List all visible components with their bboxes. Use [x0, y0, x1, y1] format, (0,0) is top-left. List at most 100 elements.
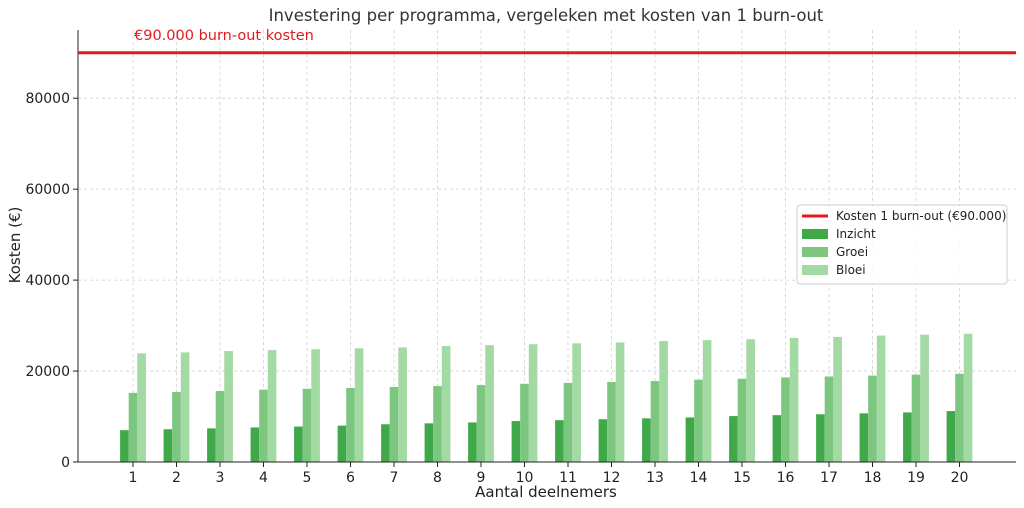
bar-bloei [137, 353, 146, 462]
x-tick-label: 1 [129, 470, 138, 486]
bar-inzicht [163, 429, 173, 462]
bar-groei [737, 378, 747, 462]
bar-groei [563, 382, 573, 462]
x-tick-label: 17 [820, 470, 838, 486]
bar-inzicht [337, 425, 347, 462]
x-tick-label: 18 [864, 470, 882, 486]
legend-swatch-bloei [802, 265, 828, 275]
bar-bloei [920, 334, 929, 462]
bar-inzicht [903, 412, 912, 462]
bar-groei [607, 381, 616, 462]
bar-groei [955, 373, 964, 462]
bar-inzicht [859, 413, 869, 462]
bar-bloei [833, 336, 842, 462]
x-tick-label: 11 [559, 470, 577, 486]
reference-line-annotation: €90.000 burn-out kosten [134, 28, 314, 44]
bar-bloei [267, 350, 277, 462]
bar-inzicht [381, 424, 390, 462]
bar-bloei [180, 352, 190, 462]
bar-inzicht [468, 422, 477, 462]
bar-bloei [354, 348, 364, 462]
bar-groei [476, 385, 486, 462]
x-tick-label: 4 [259, 470, 268, 486]
bar-bloei [615, 342, 625, 462]
bar-groei [911, 374, 921, 462]
y-tick-label: 0 [61, 455, 70, 471]
bar-inzicht [555, 420, 564, 462]
bar-groei [824, 376, 834, 462]
bar-inzicht [642, 418, 651, 462]
bar-groei [868, 375, 877, 462]
bar-inzicht [685, 417, 695, 462]
bar-bloei [572, 343, 581, 462]
bar-groei [259, 389, 268, 462]
bar-bloei [224, 351, 233, 462]
legend-box [796, 204, 1008, 285]
x-tick-label: 3 [216, 470, 225, 486]
bar-bloei [528, 344, 538, 462]
x-tick-label: 15 [733, 470, 751, 486]
bar-bloei [441, 346, 451, 462]
bar-inzicht [250, 427, 260, 462]
x-axis-title: Aantal deelnemers [475, 483, 617, 501]
bar-groei [433, 386, 442, 462]
bar-groei [128, 392, 138, 462]
legend: Kosten 1 burn-out (€90.000) Inzicht Groe… [796, 204, 1008, 285]
bar-groei [215, 391, 225, 462]
bar-inzicht [511, 421, 521, 462]
x-tick-label: 10 [516, 470, 534, 486]
y-tick-label: 40000 [25, 273, 70, 289]
bar-inzicht [598, 419, 608, 462]
bar-inzicht [729, 416, 738, 462]
bar-groei [302, 388, 312, 462]
bar-inzicht [207, 428, 216, 462]
x-tick-label: 20 [951, 470, 969, 486]
x-tick-label: 6 [346, 470, 355, 486]
legend-swatch-inzicht [802, 229, 828, 239]
x-tick-label: 19 [907, 470, 925, 486]
bar-bloei [311, 349, 320, 462]
bar-bloei [876, 335, 886, 462]
bar-groei [172, 391, 181, 462]
legend-label-bloei: Bloei [836, 263, 866, 277]
bar-groei [650, 381, 660, 462]
bar-bloei [702, 340, 712, 462]
bar-groei [520, 383, 529, 462]
bar-groei [389, 386, 399, 462]
chart-title: Investering per programma, vergeleken me… [269, 6, 824, 25]
bar-inzicht [772, 415, 782, 462]
bar-groei [346, 387, 355, 462]
legend-label-inzicht: Inzicht [836, 227, 876, 241]
bar-groei [781, 377, 790, 462]
bar-bloei [485, 345, 494, 462]
bar-inzicht [424, 423, 434, 462]
y-axis-title: Kosten (€) [6, 207, 24, 284]
bar-bloei [746, 339, 755, 462]
bar-inzicht [294, 426, 303, 462]
x-tick-label: 14 [690, 470, 708, 486]
x-tick-label: 12 [603, 470, 621, 486]
bar-bloei [963, 333, 973, 462]
x-tick-label: 2 [172, 470, 181, 486]
bars [120, 333, 973, 462]
legend-swatch-groei [802, 247, 828, 257]
bar-bloei [789, 337, 799, 462]
legend-label-reference-line: Kosten 1 burn-out (€90.000) [836, 209, 1006, 223]
bar-inzicht [120, 430, 129, 462]
x-tick-label: 7 [390, 470, 399, 486]
bar-inzicht [816, 414, 825, 462]
x-tick-label: 9 [477, 470, 486, 486]
y-tick-label: 20000 [25, 364, 70, 380]
y-tick-label: 60000 [25, 182, 70, 198]
x-tick-label: 5 [303, 470, 312, 486]
bar-bloei [659, 341, 668, 462]
y-tick-label: 80000 [25, 91, 70, 107]
x-tick-label: 8 [433, 470, 442, 486]
bar-inzicht [946, 411, 956, 462]
legend-label-groei: Groei [836, 245, 868, 259]
bar-bloei [398, 347, 407, 462]
x-tick-label: 16 [777, 470, 795, 486]
